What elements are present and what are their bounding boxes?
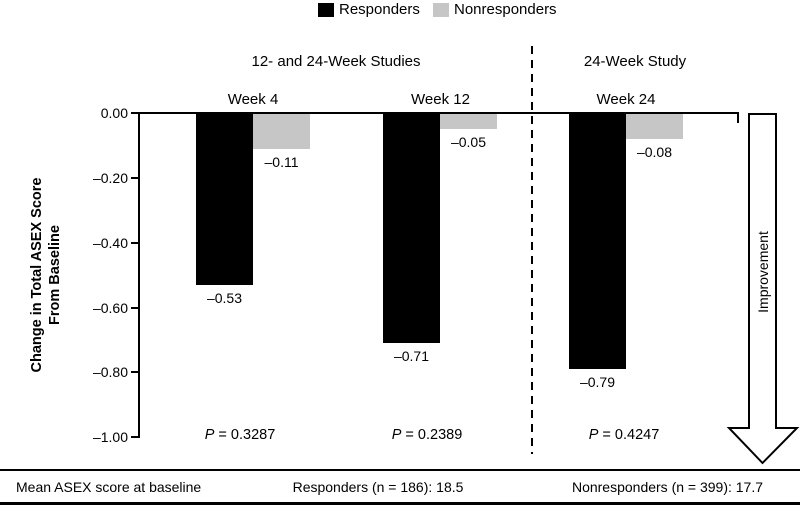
footer-top-rule xyxy=(0,469,800,471)
bar-value-label: –0.08 xyxy=(636,144,673,160)
p-symbol: P xyxy=(391,427,402,443)
baseline-right-tick xyxy=(737,112,739,123)
y-tick-label: –0.40 xyxy=(92,235,128,251)
bar-column-week4-nonresponders: –0.11 xyxy=(253,114,310,170)
y-tick-mark xyxy=(131,112,138,114)
bar-week24-nonresponders xyxy=(626,114,683,139)
study-separator-dashed-line xyxy=(531,46,533,454)
y-tick-mark xyxy=(131,371,138,373)
bar-week12-nonresponders xyxy=(440,114,497,129)
bar-value-label: –0.71 xyxy=(393,348,430,364)
bar-column-week12-nonresponders: –0.05 xyxy=(440,114,497,150)
footer-responders-baseline: Responders (n = 186): 18.5 xyxy=(292,479,464,495)
y-tick-label: –1.00 xyxy=(92,429,128,445)
p-value-week4: P = 0.3287 xyxy=(170,426,310,444)
baseline-zero-line xyxy=(138,112,739,114)
y-tick-mark xyxy=(131,307,138,309)
bar-column-week24-responders: –0.79 xyxy=(569,114,626,390)
week-4-label: Week 4 xyxy=(227,91,279,108)
improvement-arrow-icon xyxy=(726,113,800,465)
bar-column-week12-responders: –0.71 xyxy=(383,114,440,364)
y-tick-mark xyxy=(131,436,138,438)
bar-column-week24-nonresponders: –0.08 xyxy=(626,114,683,160)
footer-nonresponders-baseline: Nonresponders (n = 399): 17.7 xyxy=(571,479,764,495)
bar-week4-nonresponders xyxy=(253,114,310,149)
legend-label-responders: Responders xyxy=(339,1,420,18)
bar-column-week4-responders: –0.53 xyxy=(196,114,253,306)
y-tick-label: 0.00 xyxy=(100,105,128,121)
y-axis-title: Change in Total ASEX Score From Baseline xyxy=(28,145,64,405)
p-text: = 0.2389 xyxy=(401,427,463,443)
p-text: = 0.4247 xyxy=(598,427,660,443)
y-tick-label: –0.60 xyxy=(92,300,128,316)
p-value-week24: P = 0.4247 xyxy=(554,426,694,444)
week-12-label: Week 12 xyxy=(411,91,470,108)
p-symbol: P xyxy=(204,427,215,443)
y-tick-mark xyxy=(131,177,138,179)
p-text: = 0.3287 xyxy=(214,427,276,443)
bar-value-label: –0.79 xyxy=(579,374,616,390)
bar-week24-responders xyxy=(569,114,626,369)
p-value-week12: P = 0.2389 xyxy=(357,426,497,444)
y-tick-label: –0.20 xyxy=(92,170,128,186)
week-24-label: Week 24 xyxy=(596,91,656,108)
y-tick-mark xyxy=(131,242,138,244)
y-axis-line xyxy=(138,113,140,438)
p-symbol: P xyxy=(588,427,599,443)
bar-week12-responders xyxy=(383,114,440,343)
footer-baseline-caption: Mean ASEX score at baseline xyxy=(16,479,202,495)
bar-value-label: –0.53 xyxy=(206,290,243,306)
bar-value-label: –0.11 xyxy=(264,154,299,170)
header-12-24-week-studies: 12- and 24-Week Studies xyxy=(251,53,421,70)
y-axis-title-line1: Change in Total ASEX Score xyxy=(29,177,45,373)
y-tick-label: –0.80 xyxy=(92,364,128,380)
footer-bottom-rule xyxy=(0,502,800,505)
legend-swatch-responders xyxy=(318,3,334,17)
bar-value-label: –0.05 xyxy=(450,134,487,150)
bar-week4-responders xyxy=(196,114,253,285)
legend-swatch-nonresponders xyxy=(433,3,449,17)
improvement-label: Improvement xyxy=(755,231,771,313)
legend-label-nonresponders: Nonresponders xyxy=(454,1,557,18)
y-axis-title-line2: From Baseline xyxy=(47,225,63,325)
header-24-week-study: 24-Week Study xyxy=(583,53,687,70)
